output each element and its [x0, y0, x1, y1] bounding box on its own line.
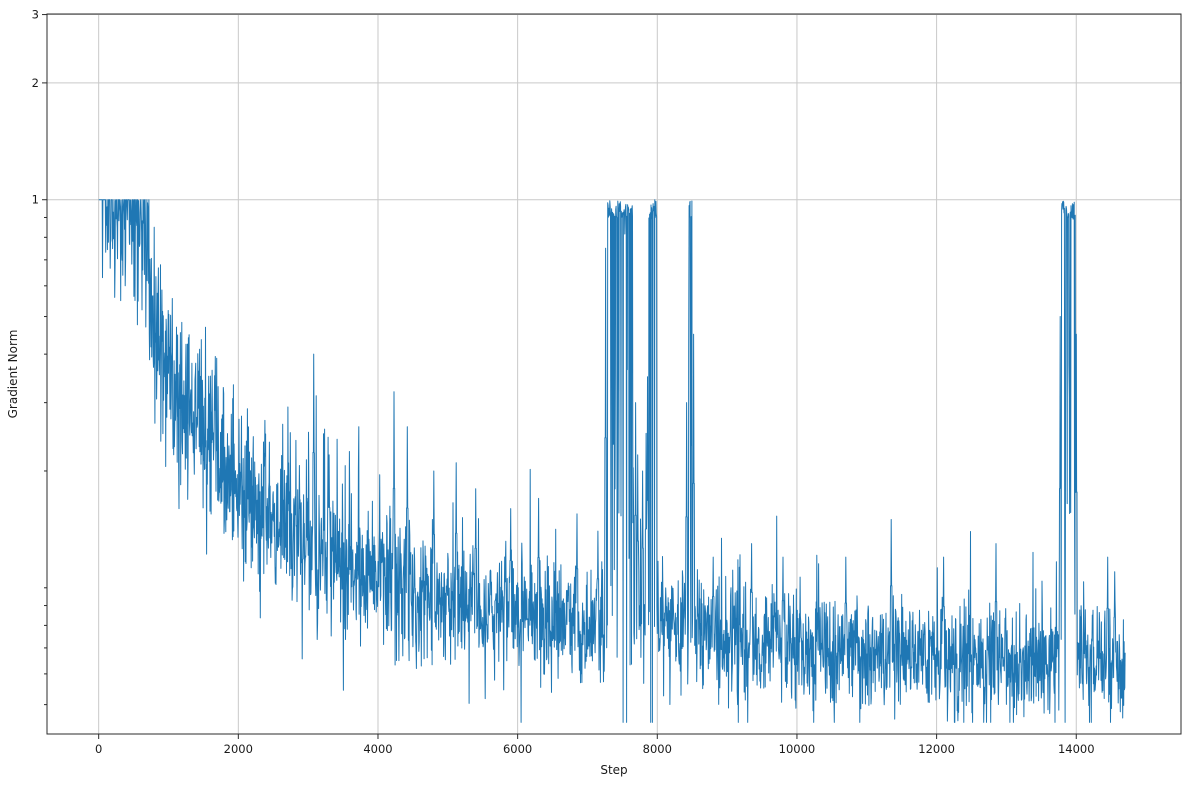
x-tick-label: 0 [95, 742, 102, 756]
x-tick-label: 10000 [779, 742, 816, 756]
x-tick-label: 4000 [363, 742, 392, 756]
series-line-gradient-norm [98, 199, 1126, 723]
x-tick-label: 2000 [224, 742, 253, 756]
tick-labels: 0 2000 4000 6000 8000 10000 12000 14000 1 2 3 [32, 8, 1095, 756]
y-tick-label: 2 [32, 76, 39, 90]
x-tick-label: 6000 [503, 742, 532, 756]
y-tick-label: 1 [32, 193, 39, 207]
y-axis-label: Gradient Norm [6, 329, 20, 419]
plot-frame [46, 13, 1182, 735]
x-axis-label: Step [600, 763, 628, 777]
x-tick-label: 12000 [918, 742, 955, 756]
x-tick-label: 14000 [1058, 742, 1095, 756]
x-tick-label: 8000 [643, 742, 672, 756]
axis-ticks [42, 14, 1077, 739]
y-tick-label: 3 [32, 8, 39, 22]
